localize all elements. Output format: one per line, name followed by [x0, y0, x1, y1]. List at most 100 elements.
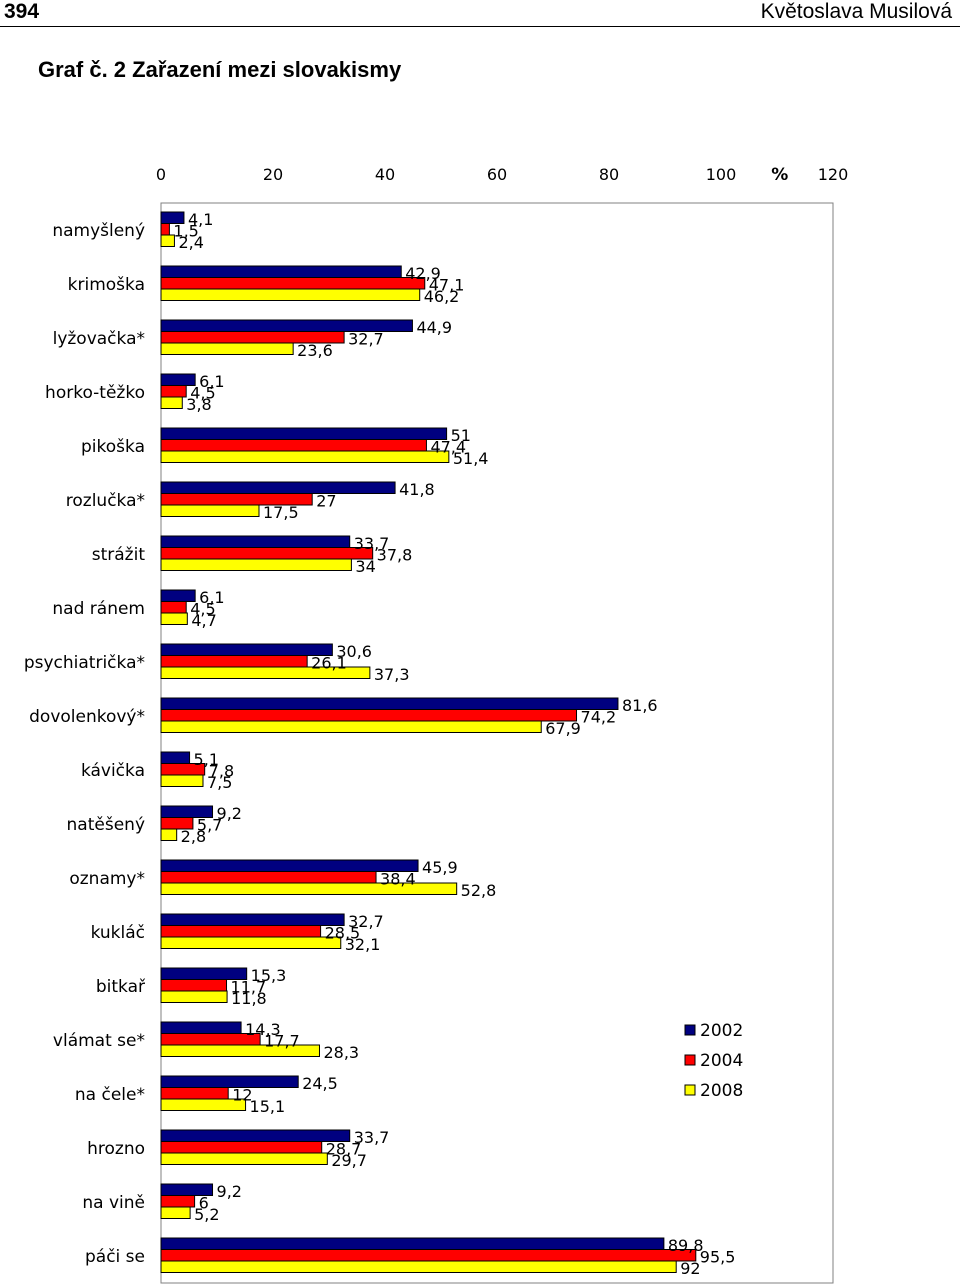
bar — [160, 1098, 247, 1111]
data-label: 1,5 — [173, 222, 198, 241]
data-label: 30,6 — [336, 642, 372, 661]
data-label: 27 — [316, 492, 336, 511]
bar — [160, 439, 427, 452]
category-label: natěšený — [67, 815, 145, 835]
data-label: 52,8 — [461, 881, 497, 900]
bar — [160, 396, 183, 409]
x-tick-label: 80 — [599, 165, 619, 184]
category-label: oznamy* — [69, 869, 145, 889]
data-label: 47,1 — [429, 276, 465, 295]
data-label: 2,4 — [178, 233, 203, 252]
data-label: 5,7 — [197, 816, 222, 835]
data-label: 41,8 — [399, 480, 435, 499]
bar — [160, 1044, 320, 1057]
legend-swatch — [684, 1084, 696, 1096]
bar — [160, 481, 396, 494]
bar — [160, 774, 204, 787]
legend-label: 2004 — [700, 1051, 743, 1071]
data-label: 33,7 — [354, 1128, 390, 1147]
data-label: 37,8 — [377, 546, 413, 565]
data-label: 15,1 — [250, 1097, 286, 1116]
data-label: 3,8 — [186, 395, 211, 414]
category-label: strážit — [92, 545, 146, 565]
data-label: 4,7 — [191, 611, 216, 630]
bar — [160, 385, 187, 398]
category-label: psychiatrička* — [24, 653, 145, 673]
bar — [160, 211, 185, 224]
data-label: 6,1 — [199, 588, 224, 607]
category-label: lyžovačka* — [53, 329, 145, 349]
data-label: 74,2 — [581, 708, 617, 727]
data-label: 81,6 — [622, 696, 658, 715]
x-tick-label: 20 — [263, 165, 283, 184]
category-label: páči se — [85, 1247, 145, 1267]
bar — [160, 1087, 229, 1100]
category-label: hrozno — [87, 1139, 145, 1159]
bar — [160, 1195, 196, 1208]
bar — [160, 342, 294, 355]
data-label: 67,9 — [545, 719, 581, 738]
bar — [160, 277, 426, 290]
bar — [160, 1249, 697, 1262]
bar — [160, 1237, 665, 1250]
x-tick-label: 100 — [706, 165, 737, 184]
category-label: rozlučka* — [66, 491, 145, 511]
data-label: 51 — [451, 426, 471, 445]
data-label: 42,9 — [405, 264, 441, 283]
bar — [160, 697, 619, 710]
category-label: na čele* — [75, 1085, 145, 1105]
data-label: 6 — [199, 1194, 209, 1213]
bar — [160, 751, 191, 764]
category-label: krimoška — [68, 275, 145, 295]
data-label: 23,6 — [297, 341, 333, 360]
bar — [160, 1021, 242, 1034]
data-label: 15,3 — [251, 966, 287, 985]
bar — [160, 828, 178, 841]
category-label: namyšlený — [52, 221, 145, 241]
bar — [160, 666, 371, 679]
data-label: 32,7 — [348, 330, 384, 349]
bar — [160, 547, 374, 560]
bar — [160, 1141, 323, 1154]
bar — [160, 720, 542, 733]
bar — [160, 601, 187, 614]
data-label: 28,7 — [326, 1140, 362, 1159]
category-label: pikoška — [81, 437, 145, 457]
bar — [160, 288, 421, 301]
bar — [160, 504, 260, 517]
bar — [160, 655, 308, 668]
bar — [160, 558, 352, 571]
data-label: 17,5 — [263, 503, 299, 522]
data-label: 5,2 — [194, 1205, 219, 1224]
category-label: kukláč — [91, 923, 145, 943]
data-label: 4,1 — [188, 210, 213, 229]
data-label: 7,5 — [207, 773, 232, 792]
data-label: 28,5 — [325, 924, 361, 943]
bar — [160, 1152, 328, 1165]
data-label: 9,2 — [217, 804, 242, 823]
data-label: 38,4 — [380, 870, 416, 889]
x-tick-label: 60 — [487, 165, 507, 184]
category-label: dovolenkový* — [29, 707, 145, 727]
x-tick-label: 0 — [156, 165, 166, 184]
bar — [160, 643, 333, 656]
author-name: Květoslava Musilová — [760, 0, 952, 23]
bar — [160, 223, 170, 236]
bar — [160, 234, 175, 247]
legend-label: 2008 — [700, 1081, 743, 1101]
data-label: 51,4 — [453, 449, 489, 468]
bar — [160, 979, 228, 992]
bar — [160, 265, 402, 278]
category-label: vlámat se* — [53, 1031, 145, 1051]
category-label: bitkař — [96, 977, 146, 997]
bar — [160, 990, 228, 1003]
page-header: 394 Květoslava Musilová — [0, 0, 960, 27]
data-label: 4,5 — [190, 384, 215, 403]
bar — [160, 871, 377, 884]
bar — [160, 913, 345, 926]
figure-title: Graf č. 2 Zařazení mezi slovakismy — [38, 57, 402, 82]
bar — [160, 925, 322, 938]
data-label: 2,8 — [181, 827, 206, 846]
bar — [160, 535, 351, 548]
data-label: 11,7 — [231, 978, 267, 997]
